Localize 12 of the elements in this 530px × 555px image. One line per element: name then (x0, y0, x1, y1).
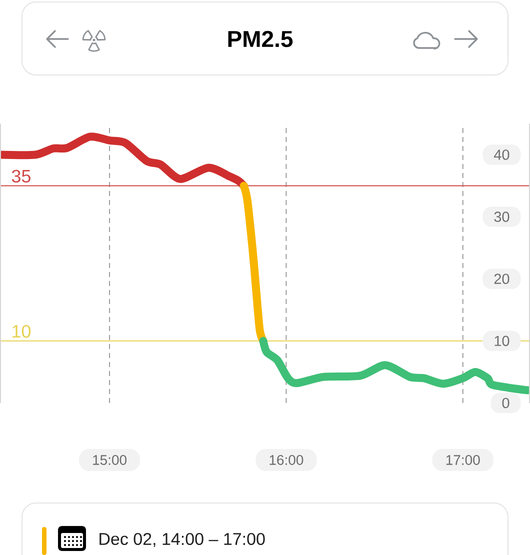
y-tick-label: 20 (494, 274, 510, 284)
x-tick-label: 16:00 (270, 455, 304, 465)
x-tick-label: 15:00 (93, 455, 127, 465)
x-tick-label: 17:00 (446, 455, 480, 465)
y-tick-label: 10 (494, 336, 510, 346)
y-tick-label: 30 (494, 212, 510, 222)
ref-line-label: 10 (12, 324, 31, 338)
text: Dec 02, 14:00 – 17:00 (100, 532, 265, 548)
y-tick-label: 40 (494, 150, 510, 160)
y-tick-label: 0 (502, 398, 510, 408)
ref-line-label: 35 (12, 170, 30, 183)
chart-title: PM2.5 (228, 30, 293, 48)
